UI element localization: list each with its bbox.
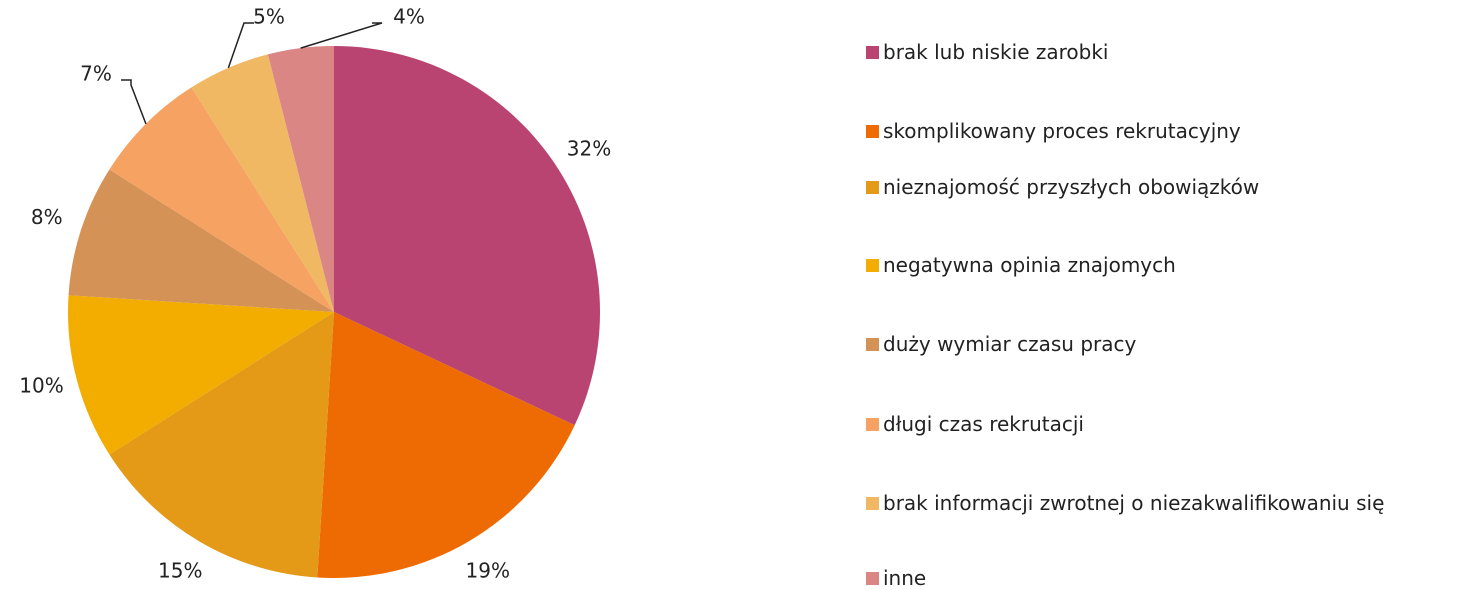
legend-swatch	[866, 181, 879, 194]
legend-item: brak lub niskie zarobki	[866, 37, 1456, 67]
pie-slice	[68, 169, 334, 312]
pie-slice	[334, 46, 600, 426]
legend-swatch	[866, 497, 879, 510]
legend-item: długi czas rekrutacji	[866, 409, 1456, 439]
legend-item: nieznajomość przyszłych obowiązków	[866, 172, 1456, 202]
data-label: 32%	[567, 137, 611, 161]
legend-label: duży wymiar czasu pracy	[883, 332, 1137, 356]
data-label: 15%	[158, 558, 202, 582]
pie-slice	[68, 295, 335, 455]
legend-item: inne	[866, 563, 1456, 590]
leader-line	[121, 79, 147, 125]
pie-slice	[109, 87, 334, 312]
pie-slice	[267, 46, 334, 312]
data-label: 10%	[19, 374, 63, 398]
legend-label: brak lub niskie zarobki	[883, 40, 1109, 64]
pie-slice	[109, 312, 334, 578]
legend-item: negatywna opinia znajomych	[866, 250, 1456, 280]
legend-item: skomplikowany proces rekrutacyjny	[866, 116, 1456, 146]
pie-area: 32% 19% 15% 10% 8% 7% 5% 4%	[19, 5, 611, 583]
leader-line	[227, 22, 254, 69]
leader-line	[300, 22, 383, 49]
legend-label: inne	[883, 566, 927, 590]
data-label: 4%	[393, 5, 425, 29]
legend-item: duży wymiar czasu pracy	[866, 329, 1456, 359]
legend-label: długi czas rekrutacji	[883, 412, 1084, 436]
legend-swatch	[866, 46, 879, 59]
data-label: 7%	[80, 62, 112, 86]
legend-swatch	[866, 259, 879, 272]
legend-swatch	[866, 572, 879, 585]
pie-slice	[317, 312, 575, 578]
data-label: 8%	[31, 205, 63, 229]
data-label: 5%	[253, 5, 285, 29]
pie-slice	[191, 54, 334, 313]
legend-label: negatywna opinia znajomych	[883, 253, 1176, 277]
legend-swatch	[866, 418, 879, 431]
legend-label: nieznajomość przyszłych obowiązków	[883, 175, 1260, 199]
legend-swatch	[866, 125, 879, 138]
legend-label: skomplikowany proces rekrutacyjny	[883, 119, 1241, 143]
legend-item: brak informacji zwrotnej o niezakwalifik…	[866, 488, 1456, 518]
legend-label: brak informacji zwrotnej o niezakwalifik…	[883, 491, 1385, 515]
legend-swatch	[866, 338, 879, 351]
data-label: 19%	[466, 558, 510, 582]
